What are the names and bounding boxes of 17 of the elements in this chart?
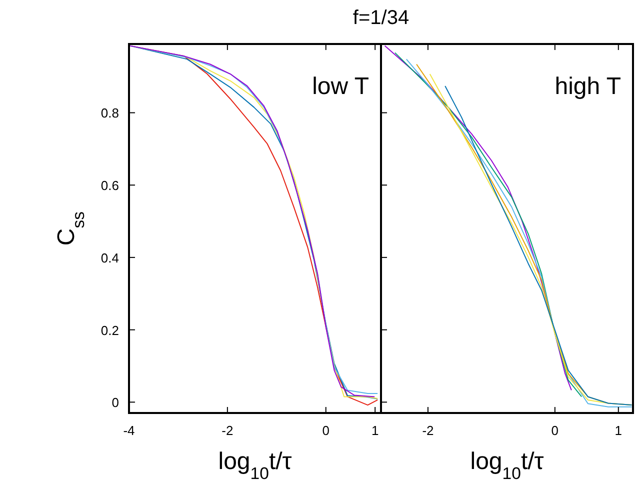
x-tick-label: -2 bbox=[222, 423, 234, 438]
x-tick-label: -4 bbox=[123, 423, 135, 438]
y-tick-label: 0.6 bbox=[100, 178, 119, 194]
x-tick-label: -2 bbox=[422, 423, 434, 438]
chart-title: f=1/34 bbox=[352, 7, 410, 29]
y-tick-label: 0.2 bbox=[100, 322, 119, 338]
x-axis-title: log$_{10}$t/τ bbox=[470, 448, 544, 480]
annotation: high T bbox=[554, 73, 622, 100]
annotation: low T bbox=[312, 73, 370, 100]
x-tick-label: 1 bbox=[614, 423, 622, 438]
y-tick-label: 0.8 bbox=[100, 106, 119, 121]
y-tick-label: 0.4 bbox=[100, 250, 119, 266]
x-tick-label: 0 bbox=[322, 423, 330, 438]
x-tick-label: 0 bbox=[551, 423, 559, 438]
y-tick-label: 0 bbox=[112, 395, 119, 410]
x-axis-title: log$_{10}$t/τ bbox=[218, 448, 292, 480]
x-tick-label: 1 bbox=[371, 423, 379, 438]
